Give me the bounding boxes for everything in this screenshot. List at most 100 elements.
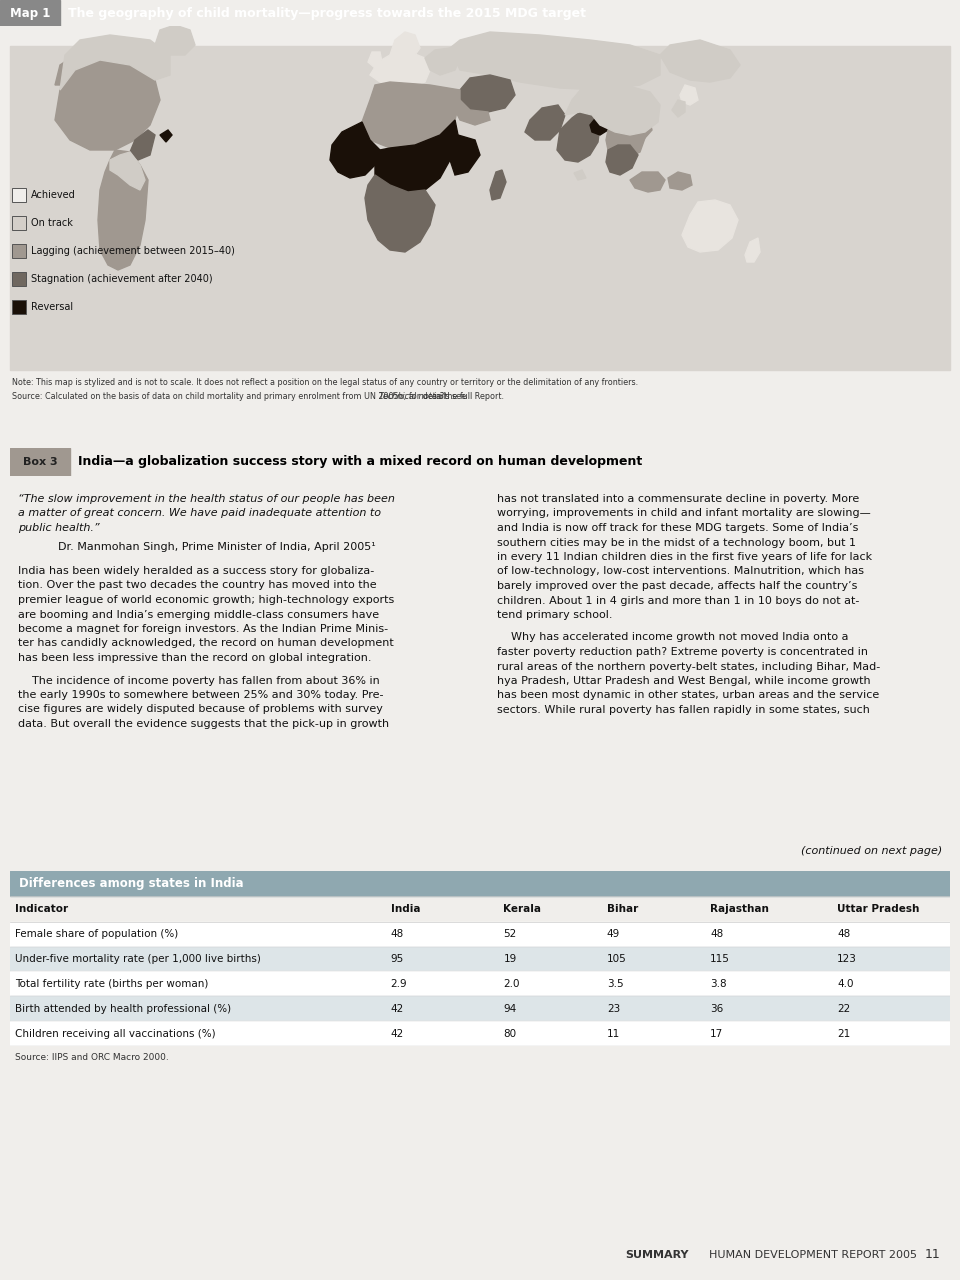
Text: 11: 11 xyxy=(607,1029,620,1038)
Text: 21: 21 xyxy=(837,1029,851,1038)
Text: Why has accelerated income growth not moved India onto a: Why has accelerated income growth not mo… xyxy=(497,632,849,643)
Polygon shape xyxy=(370,52,430,88)
Polygon shape xyxy=(450,32,660,90)
Text: ter has candidly acknowledged, the record on human development: ter has candidly acknowledged, the recor… xyxy=(18,639,394,649)
Polygon shape xyxy=(362,82,460,148)
Polygon shape xyxy=(606,145,638,175)
Text: the early 1990s to somewhere between 25% and 30% today. Pre-: the early 1990s to somewhere between 25%… xyxy=(18,690,383,700)
Text: Achieved: Achieved xyxy=(31,189,76,200)
Text: The geography of child mortality—progress towards the 2015 MDG target: The geography of child mortality—progres… xyxy=(68,6,586,19)
Text: 42: 42 xyxy=(391,1004,404,1014)
Bar xyxy=(12,188,26,202)
Text: 80: 80 xyxy=(503,1029,516,1038)
Bar xyxy=(0,0,60,26)
Polygon shape xyxy=(630,111,652,138)
Text: and India is now off track for these MDG targets. Some of India’s: and India is now off track for these MDG… xyxy=(497,524,858,532)
Text: has been most dynamic in other states, urban areas and the service: has been most dynamic in other states, u… xyxy=(497,690,879,700)
Text: 42: 42 xyxy=(391,1029,404,1038)
Text: 23: 23 xyxy=(607,1004,620,1014)
Text: barely improved over the past decade, affects half the country’s: barely improved over the past decade, af… xyxy=(497,581,857,591)
Bar xyxy=(10,922,950,947)
Bar xyxy=(10,46,950,370)
Text: 94: 94 xyxy=(503,1004,516,1014)
Polygon shape xyxy=(390,32,420,55)
Text: 2.9: 2.9 xyxy=(391,979,407,989)
Polygon shape xyxy=(330,122,380,178)
Text: 123: 123 xyxy=(837,954,857,964)
Text: are booming and India’s emerging middle-class consumers have: are booming and India’s emerging middle-… xyxy=(18,609,379,620)
Polygon shape xyxy=(557,111,600,163)
Text: 52: 52 xyxy=(503,929,516,940)
Text: premier league of world economic growth; high-technology exports: premier league of world economic growth;… xyxy=(18,595,395,605)
Text: HUMAN DEVELOPMENT REPORT 2005: HUMAN DEVELOPMENT REPORT 2005 xyxy=(702,1251,924,1260)
Bar xyxy=(10,1021,950,1046)
Text: Female share of population (%): Female share of population (%) xyxy=(14,929,178,940)
Text: Indicator: Indicator xyxy=(14,904,68,914)
Bar xyxy=(12,216,26,230)
Bar xyxy=(10,448,70,476)
Polygon shape xyxy=(660,40,740,82)
Text: India: India xyxy=(391,904,420,914)
Polygon shape xyxy=(425,47,460,76)
Text: southern cities may be in the midst of a technology boom, but 1: southern cities may be in the midst of a… xyxy=(497,538,856,548)
Bar xyxy=(10,870,950,896)
Polygon shape xyxy=(745,238,760,262)
Text: Note: This map is stylized and is not to scale. It does not reflect a position o: Note: This map is stylized and is not to… xyxy=(12,378,638,387)
Polygon shape xyxy=(368,52,382,68)
Text: Bihar: Bihar xyxy=(607,904,638,914)
Text: Technical note 3: Technical note 3 xyxy=(379,392,444,401)
Text: 48: 48 xyxy=(837,929,851,940)
Text: Rajasthan: Rajasthan xyxy=(710,904,769,914)
Polygon shape xyxy=(630,172,665,192)
Text: India has been widely heralded as a success story for globaliza-: India has been widely heralded as a succ… xyxy=(18,566,374,576)
Text: 95: 95 xyxy=(391,954,404,964)
Polygon shape xyxy=(450,134,480,175)
Text: Stagnation (achievement after 2040): Stagnation (achievement after 2040) xyxy=(31,274,212,284)
Polygon shape xyxy=(365,175,435,252)
Text: Source: Calculated on the basis of data on child mortality and primary enrolment: Source: Calculated on the basis of data … xyxy=(12,392,468,401)
Text: a matter of great concern. We have paid inadequate attention to: a matter of great concern. We have paid … xyxy=(18,508,381,518)
Text: worrying, improvements in child and infant mortality are slowing—: worrying, improvements in child and infa… xyxy=(497,508,871,518)
Text: 49: 49 xyxy=(607,929,620,940)
Text: Total fertility rate (births per woman): Total fertility rate (births per woman) xyxy=(14,979,208,989)
Bar xyxy=(10,896,950,922)
Text: 36: 36 xyxy=(710,1004,724,1014)
Text: of low-technology, low-cost interventions. Malnutrition, which has: of low-technology, low-cost intervention… xyxy=(497,567,864,576)
Text: Source: IIPS and ORC Macro 2000.: Source: IIPS and ORC Macro 2000. xyxy=(14,1053,168,1062)
Text: has not translated into a commensurate decline in poverty. More: has not translated into a commensurate d… xyxy=(497,494,859,504)
Text: in every 11 Indian children dies in the first five years of life for lack: in every 11 Indian children dies in the … xyxy=(497,552,872,562)
Text: 48: 48 xyxy=(710,929,724,940)
Text: (continued on next page): (continued on next page) xyxy=(801,846,942,856)
Text: sectors. While rural poverty has fallen rapidly in some states, such: sectors. While rural poverty has fallen … xyxy=(497,705,870,716)
Polygon shape xyxy=(680,84,698,105)
Polygon shape xyxy=(55,55,85,84)
Text: tend primary school.: tend primary school. xyxy=(497,611,612,620)
Polygon shape xyxy=(565,82,660,134)
Text: 4.0: 4.0 xyxy=(837,979,853,989)
Text: in the full Report.: in the full Report. xyxy=(432,392,504,401)
Text: Dr. Manmohan Singh, Prime Minister of India, April 2005¹: Dr. Manmohan Singh, Prime Minister of In… xyxy=(58,541,375,552)
Polygon shape xyxy=(574,170,586,180)
Text: Map 1: Map 1 xyxy=(10,6,50,19)
Text: 2.0: 2.0 xyxy=(503,979,520,989)
Text: The incidence of income poverty has fallen from about 36% in: The incidence of income poverty has fall… xyxy=(18,676,380,686)
Text: rural areas of the northern poverty-belt states, including Bihar, Mad-: rural areas of the northern poverty-belt… xyxy=(497,662,880,672)
Polygon shape xyxy=(110,152,145,189)
Text: 11: 11 xyxy=(924,1248,940,1262)
Text: Differences among states in India: Differences among states in India xyxy=(19,877,244,891)
Text: India—a globalization success story with a mixed record on human development: India—a globalization success story with… xyxy=(78,456,642,468)
Polygon shape xyxy=(375,120,458,192)
Text: 17: 17 xyxy=(710,1029,724,1038)
Text: Uttar Pradesh: Uttar Pradesh xyxy=(837,904,920,914)
Polygon shape xyxy=(682,200,738,252)
Bar xyxy=(12,244,26,259)
Text: 105: 105 xyxy=(607,954,627,964)
Text: 115: 115 xyxy=(710,954,731,964)
Polygon shape xyxy=(98,150,148,270)
Polygon shape xyxy=(130,131,155,160)
Bar xyxy=(12,271,26,285)
Text: Box 3: Box 3 xyxy=(23,457,58,467)
Text: 48: 48 xyxy=(391,929,404,940)
Text: 19: 19 xyxy=(503,954,516,964)
Text: hya Pradesh, Uttar Pradesh and West Bengal, while income growth: hya Pradesh, Uttar Pradesh and West Beng… xyxy=(497,676,871,686)
